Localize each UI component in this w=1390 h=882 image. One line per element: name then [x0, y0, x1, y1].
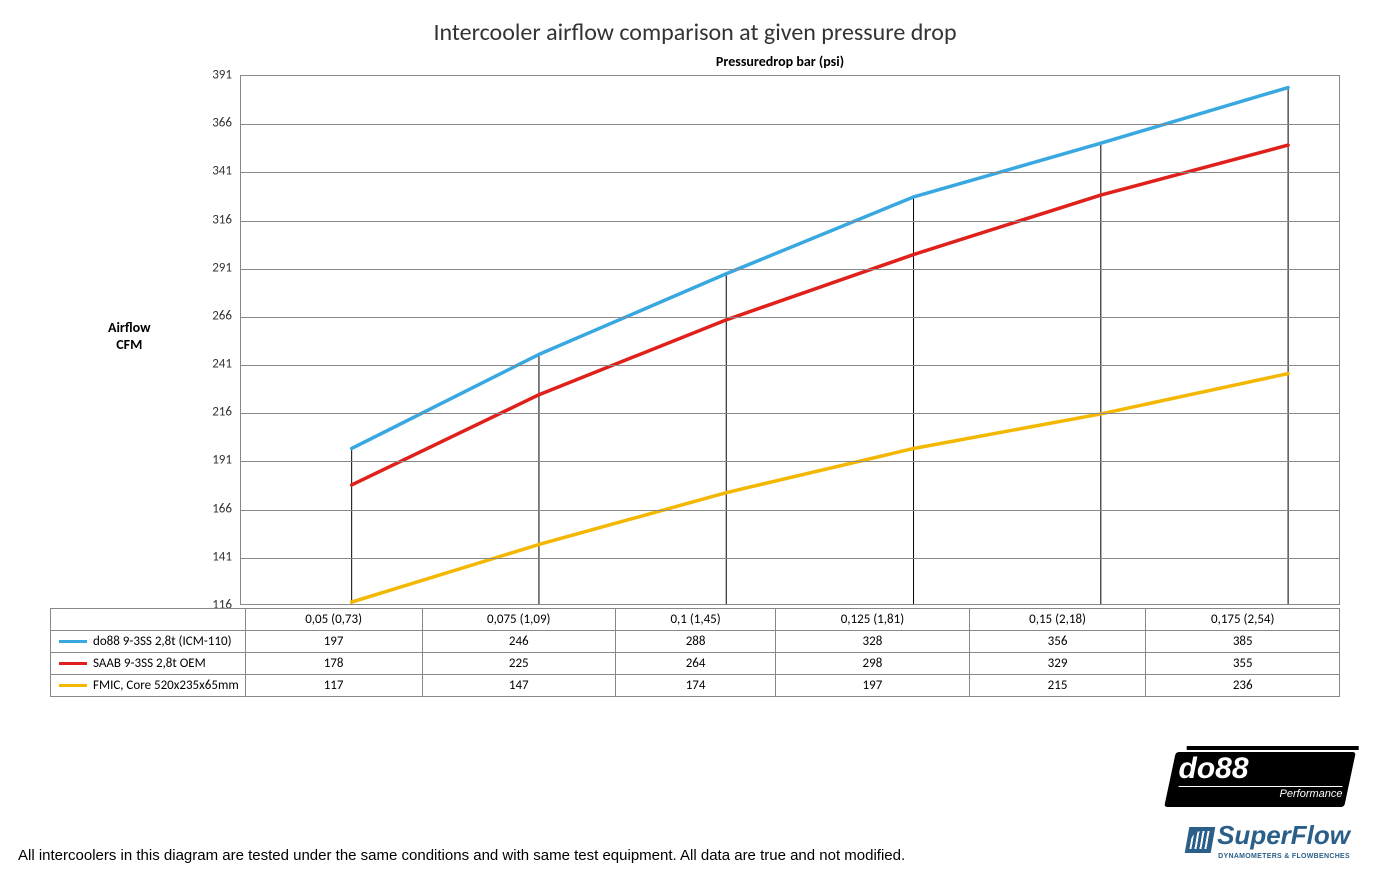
legend-label: SAAB 9-3SS 2,8t OEM — [93, 656, 206, 671]
data-cell: 264 — [616, 653, 776, 675]
gridline — [241, 461, 1339, 462]
gridline — [241, 413, 1339, 414]
data-cell: 225 — [422, 653, 616, 675]
data-cell: 356 — [969, 631, 1146, 653]
legend-label: FMIC, Core 520x235x65mm — [93, 678, 239, 693]
y-tick-label: 266 — [212, 308, 232, 323]
y-axis-label-line2: CFM — [108, 337, 151, 354]
chart-area: 116141166191216241266291316341366391 — [190, 75, 1340, 605]
data-cell: 236 — [1146, 675, 1340, 697]
y-tick-label: 166 — [212, 501, 232, 516]
do88-logo-text: do88 — [1179, 754, 1343, 784]
legend-cell: FMIC, Core 520x235x65mm — [51, 675, 246, 697]
data-cell: 385 — [1146, 631, 1340, 653]
x-category-label: 0,15 (2,18) — [969, 609, 1146, 631]
y-tick-label: 341 — [212, 164, 232, 179]
legend-label: do88 9-3SS 2,8t (ICM-110) — [93, 634, 232, 649]
data-cell: 329 — [969, 653, 1146, 675]
series-line — [352, 145, 1288, 485]
data-cell: 298 — [776, 653, 970, 675]
do88-logo-sub: Performance — [1179, 786, 1343, 800]
do88-logo: do88 Performance — [1164, 752, 1356, 807]
data-cell: 215 — [969, 675, 1146, 697]
data-cell: 147 — [422, 675, 616, 697]
legend-swatch — [59, 640, 87, 643]
y-tick-label: 291 — [212, 260, 232, 275]
chart-svg — [241, 76, 1339, 604]
gridline — [241, 510, 1339, 511]
data-cell: 355 — [1146, 653, 1340, 675]
y-tick-label: 366 — [212, 116, 232, 131]
y-tick-label: 241 — [212, 357, 232, 372]
y-tick-label: 391 — [212, 68, 232, 83]
data-cell: 117 — [245, 675, 422, 697]
gridline — [241, 269, 1339, 270]
data-cell: 178 — [245, 653, 422, 675]
x-axis-label: Pressuredrop bar (psi) — [170, 53, 1390, 70]
data-cell: 328 — [776, 631, 970, 653]
chart-title: Intercooler airflow comparison at given … — [0, 0, 1390, 47]
x-category-label: 0,125 (1,81) — [776, 609, 970, 631]
x-category-label: 0,075 (1,09) — [422, 609, 616, 631]
y-tick-label: 191 — [212, 453, 232, 468]
legend-cell: SAAB 9-3SS 2,8t OEM — [51, 653, 246, 675]
y-axis-label: Airflow CFM — [108, 320, 151, 354]
y-axis-label-line1: Airflow — [108, 320, 151, 337]
gridline — [241, 558, 1339, 559]
y-tick-label: 316 — [212, 212, 232, 227]
table-corner — [51, 609, 246, 631]
gridline — [241, 317, 1339, 318]
x-category-label: 0,05 (0,73) — [245, 609, 422, 631]
x-category-label: 0,175 (2,54) — [1146, 609, 1340, 631]
gridline — [241, 124, 1339, 125]
gridline — [241, 172, 1339, 173]
superflow-logo: SuperFlow DYNAMOMETERS & FLOWBENCHES — [1187, 820, 1350, 860]
legend-swatch — [59, 684, 87, 687]
legend-swatch — [59, 662, 87, 665]
legend-cell: do88 9-3SS 2,8t (ICM-110) — [51, 631, 246, 653]
footnote: All intercoolers in this diagram are tes… — [18, 847, 905, 864]
plot-area — [240, 75, 1340, 605]
x-category-label: 0,1 (1,45) — [616, 609, 776, 631]
y-tick-label: 141 — [212, 549, 232, 564]
series-line — [352, 374, 1288, 602]
gridline — [241, 365, 1339, 366]
data-table: 0,05 (0,73)0,075 (1,09)0,1 (1,45)0,125 (… — [50, 608, 1340, 697]
y-tick-label: 216 — [212, 405, 232, 420]
gridline — [241, 221, 1339, 222]
superflow-logo-sub: DYNAMOMETERS & FLOWBENCHES — [1187, 853, 1350, 860]
data-cell: 246 — [422, 631, 616, 653]
data-cell: 197 — [776, 675, 970, 697]
data-cell: 288 — [616, 631, 776, 653]
data-cell: 174 — [616, 675, 776, 697]
superflow-icon — [1185, 827, 1216, 853]
superflow-logo-text: SuperFlow — [1217, 820, 1350, 850]
data-cell: 197 — [245, 631, 422, 653]
